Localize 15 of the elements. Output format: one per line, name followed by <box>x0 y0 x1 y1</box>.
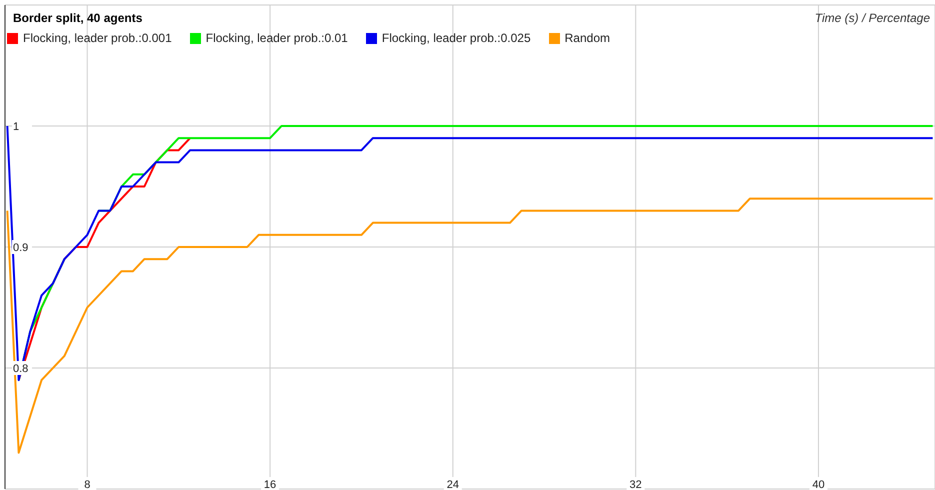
legend-label: Random <box>564 31 610 45</box>
y-tick-label: 1 <box>13 121 20 133</box>
x-tick-label: 24 <box>446 479 459 490</box>
line-series <box>6 198 934 454</box>
y-tick-label: 0.9 <box>13 242 28 254</box>
x-tick-label: 8 <box>84 479 90 490</box>
legend-label: Flocking, leader prob.:0.001 <box>23 31 172 45</box>
x-tick-label: 32 <box>630 479 642 490</box>
text: Border split, 40 agents <box>13 11 142 25</box>
y-tick-label: 0.8 <box>13 363 28 375</box>
x-tick-label: 40 <box>812 479 825 490</box>
x-tick-label: 16 <box>264 479 276 490</box>
legend-label: Flocking, leader prob.:0.025 <box>382 31 531 45</box>
legend-label: Flocking, leader prob.:0.01 <box>206 31 348 45</box>
annotation: Time (s) / Percentage <box>814 11 930 25</box>
